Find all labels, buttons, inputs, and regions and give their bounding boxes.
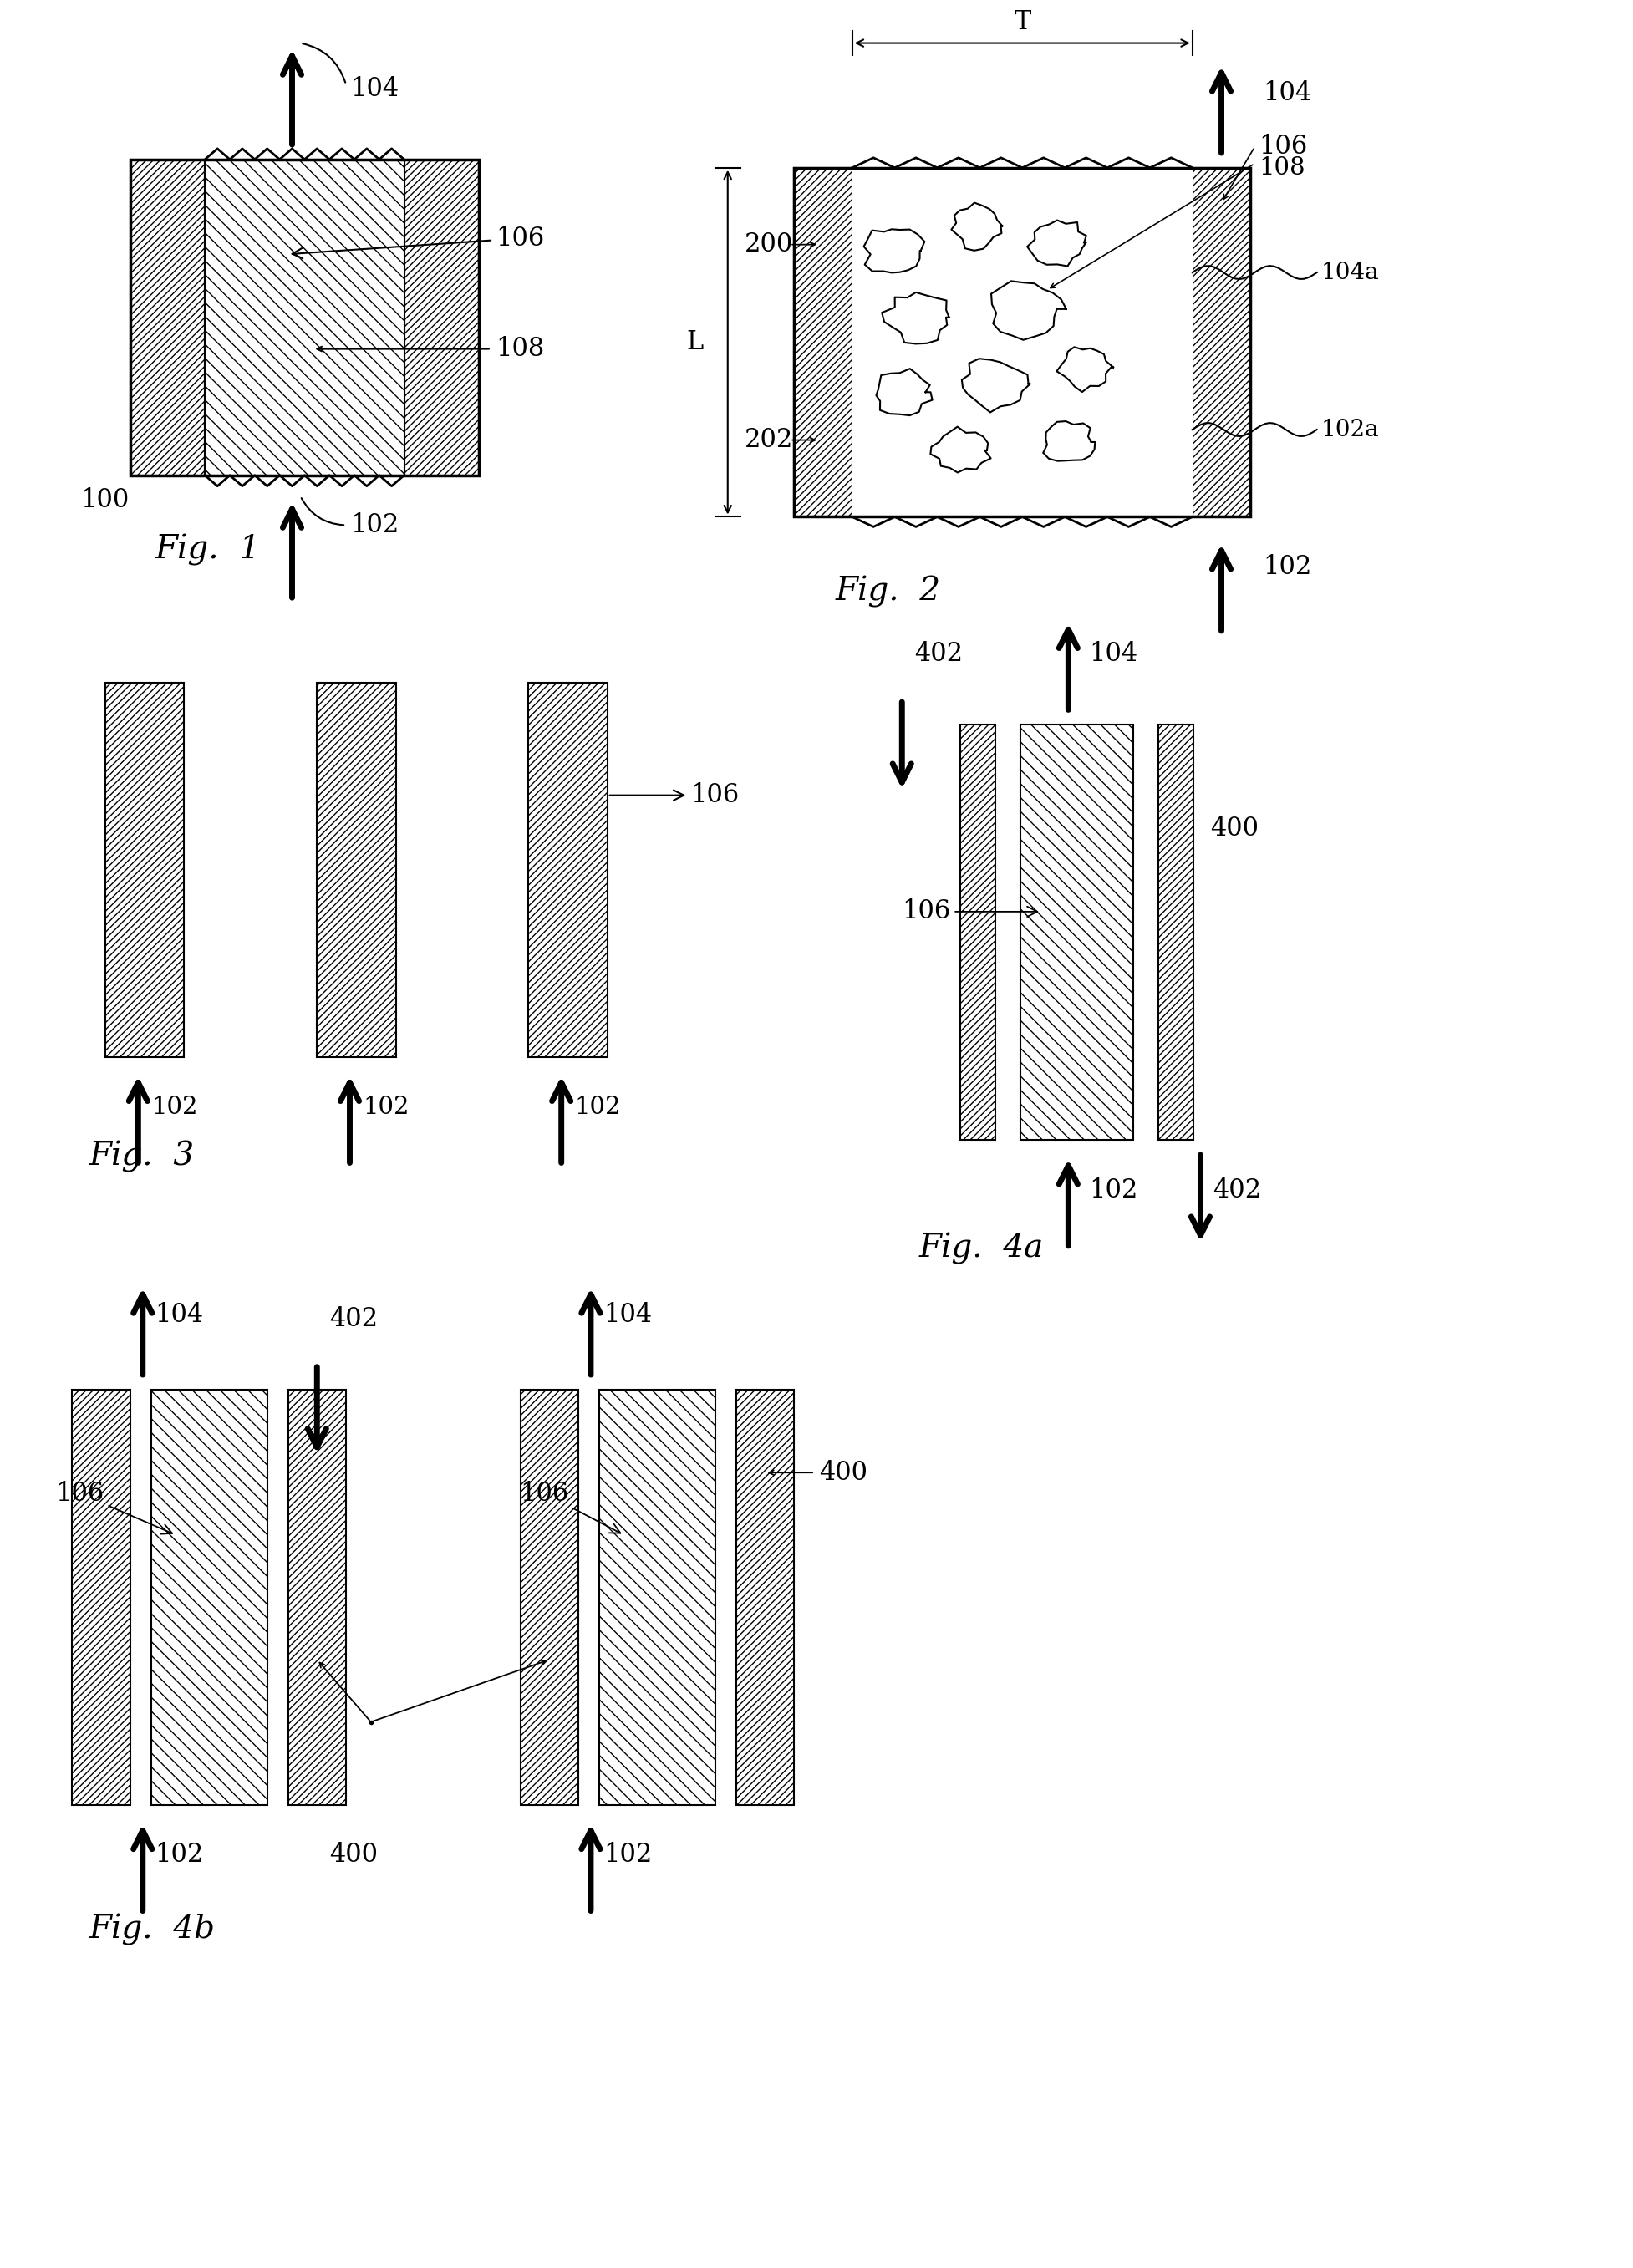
Text: 402: 402 [1213, 1177, 1262, 1202]
Text: 402: 402 [914, 642, 963, 667]
Text: 104: 104 [603, 1302, 652, 1327]
Text: Fig.  4a: Fig. 4a [919, 1232, 1043, 1263]
Text: Fig.  1: Fig. 1 [155, 535, 261, 567]
Text: 104: 104 [1262, 79, 1311, 107]
Bar [1192, 168, 1251, 517]
Text: 200: 200 [745, 231, 794, 259]
Bar [403, 159, 478, 476]
Text: 108: 108 [495, 336, 544, 363]
Text: 102: 102 [155, 1842, 204, 1869]
Bar [960, 723, 996, 1141]
Bar [150, 1390, 268, 1805]
Text: 102: 102 [349, 513, 398, 538]
Text: L: L [686, 329, 702, 356]
Text: 106: 106 [56, 1481, 171, 1533]
Text: 102: 102 [1089, 1177, 1138, 1202]
Text: 106: 106 [901, 898, 1037, 925]
Text: 400: 400 [1210, 816, 1259, 841]
Text: 400: 400 [330, 1842, 377, 1869]
Bar [1158, 723, 1194, 1141]
Bar [521, 1390, 578, 1805]
Bar [131, 159, 206, 476]
Text: 104a: 104a [1321, 261, 1380, 284]
Text: 402: 402 [330, 1306, 377, 1331]
Text: 106: 106 [521, 1481, 621, 1533]
Text: 104: 104 [1089, 642, 1138, 667]
Bar [206, 159, 403, 476]
Bar [106, 683, 185, 1057]
Bar [736, 1390, 794, 1805]
Bar [72, 1390, 131, 1805]
Text: 102: 102 [1262, 553, 1311, 581]
Bar [794, 168, 1251, 517]
Text: Fig.  2: Fig. 2 [836, 576, 941, 608]
Bar [131, 159, 478, 476]
Text: 102: 102 [575, 1095, 621, 1118]
Bar [599, 1390, 715, 1805]
Text: 102a: 102a [1321, 417, 1380, 440]
Bar [852, 168, 1192, 517]
Bar [794, 168, 852, 517]
Text: T: T [1014, 9, 1030, 36]
Text: 202: 202 [745, 426, 794, 454]
Bar [317, 683, 395, 1057]
Text: 102: 102 [152, 1095, 198, 1118]
Text: 100: 100 [80, 488, 129, 513]
Text: 106: 106 [609, 782, 740, 807]
Text: 104: 104 [155, 1302, 204, 1327]
Text: Fig.  3: Fig. 3 [88, 1141, 194, 1173]
Text: 106: 106 [292, 225, 544, 259]
Bar [1021, 723, 1133, 1141]
Text: 400: 400 [820, 1461, 867, 1486]
Text: 108: 108 [1259, 156, 1305, 179]
Text: 104: 104 [349, 75, 398, 102]
Bar [287, 1390, 346, 1805]
Text: 106: 106 [1259, 134, 1308, 161]
Text: Fig.  4b: Fig. 4b [88, 1914, 216, 1946]
Bar [529, 683, 607, 1057]
Text: 102: 102 [363, 1095, 410, 1118]
Text: 102: 102 [603, 1842, 652, 1869]
